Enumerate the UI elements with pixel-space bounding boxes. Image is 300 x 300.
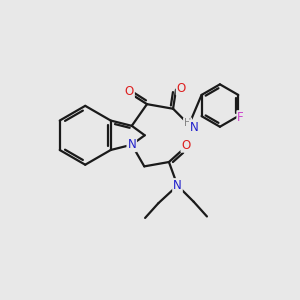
Text: N: N	[173, 179, 182, 192]
Text: O: O	[177, 82, 186, 94]
Text: O: O	[182, 139, 190, 152]
Text: H: H	[184, 118, 191, 128]
Text: O: O	[125, 85, 134, 98]
Text: F: F	[237, 111, 244, 124]
Text: N: N	[190, 121, 199, 134]
Text: N: N	[128, 138, 136, 151]
